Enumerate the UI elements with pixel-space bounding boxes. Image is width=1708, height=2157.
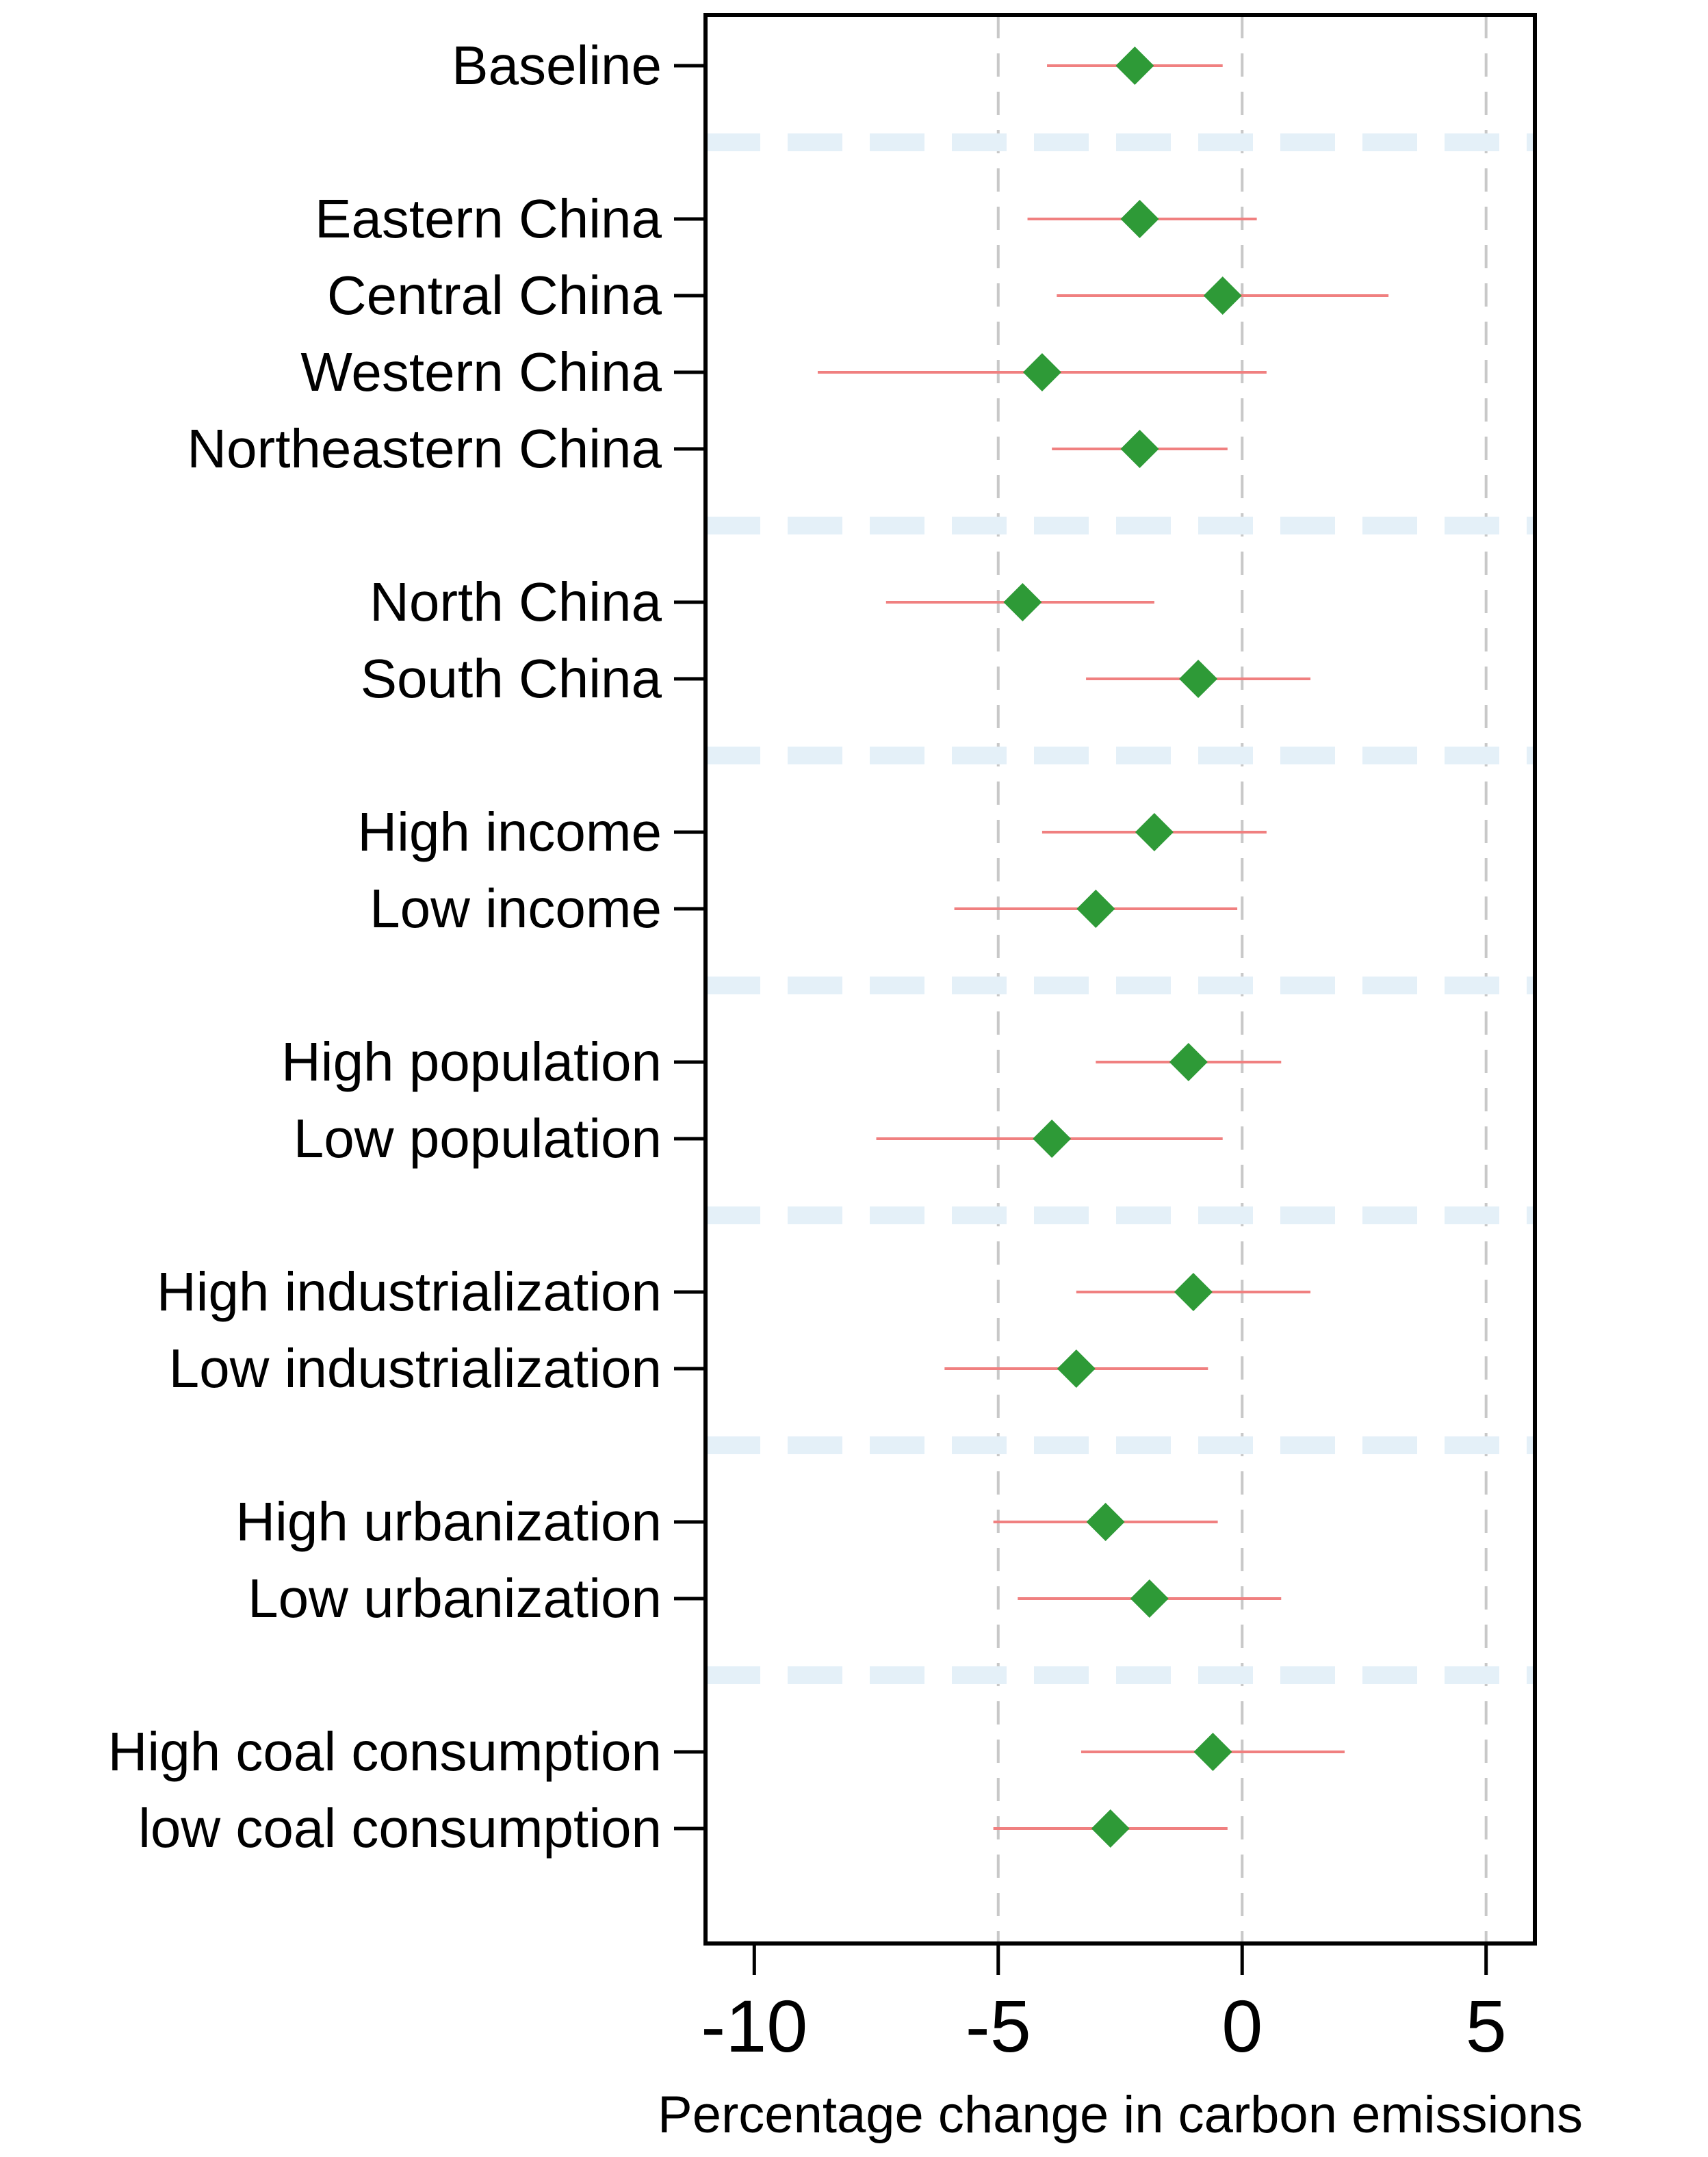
point-estimate — [1086, 1503, 1125, 1541]
x-tick-label: -10 — [701, 1985, 807, 2067]
point-estimates — [1003, 47, 1242, 1848]
point-estimate — [1076, 890, 1115, 928]
row-label: High industrialization — [157, 1261, 662, 1322]
group-separators — [706, 133, 1535, 1684]
row-label: Central China — [327, 265, 662, 326]
row-label: low coal consumption — [138, 1798, 662, 1859]
row-label: Low industrialization — [169, 1338, 662, 1399]
row-label: Low income — [370, 878, 662, 939]
point-estimate — [1135, 813, 1174, 851]
y-axis-ticks — [674, 64, 706, 1831]
point-estimate — [1179, 660, 1218, 698]
y-axis-labels: Baseline Eastern China Central China Wester… — [108, 35, 662, 1859]
row-label: High coal consumption — [108, 1721, 662, 1782]
row-label: High urbanization — [235, 1491, 662, 1552]
point-estimate — [1091, 1809, 1130, 1848]
point-estimate — [1193, 1733, 1232, 1771]
row-label: High income — [357, 801, 662, 862]
row-label: South China — [361, 648, 662, 709]
point-estimate — [1120, 200, 1159, 238]
point-estimate — [1057, 1349, 1096, 1388]
point-estimate — [1120, 430, 1159, 468]
plot-frame — [703, 13, 1537, 1946]
x-axis-tick-labels: -10 -5 0 5 — [701, 1985, 1506, 2067]
point-estimate — [1169, 1043, 1208, 1081]
x-tick-label: -5 — [966, 1985, 1031, 2067]
row-label: Baseline — [452, 35, 662, 96]
point-estimate — [1174, 1273, 1213, 1311]
point-estimate — [1003, 583, 1042, 621]
x-axis-title: Percentage change in carbon emissions — [658, 2086, 1583, 2144]
point-estimate — [1203, 276, 1242, 315]
plot-border — [703, 13, 1537, 1946]
point-estimate — [1033, 1120, 1072, 1158]
x-tick-label: 5 — [1466, 1985, 1507, 2067]
point-estimate — [1115, 47, 1154, 85]
row-label: Eastern China — [315, 188, 662, 249]
x-axis-ticks — [752, 1943, 1488, 1975]
row-label: Western China — [300, 341, 662, 402]
row-label: Low urbanization — [248, 1568, 662, 1629]
point-estimate — [1130, 1579, 1169, 1618]
row-label: Northeastern China — [187, 418, 662, 479]
row-label: Low population — [294, 1108, 662, 1169]
confidence-intervals — [817, 64, 1389, 1830]
point-estimate — [1022, 353, 1061, 391]
x-tick-label: 0 — [1221, 1985, 1263, 2067]
row-label: High population — [281, 1031, 662, 1092]
row-label: North China — [370, 571, 662, 632]
